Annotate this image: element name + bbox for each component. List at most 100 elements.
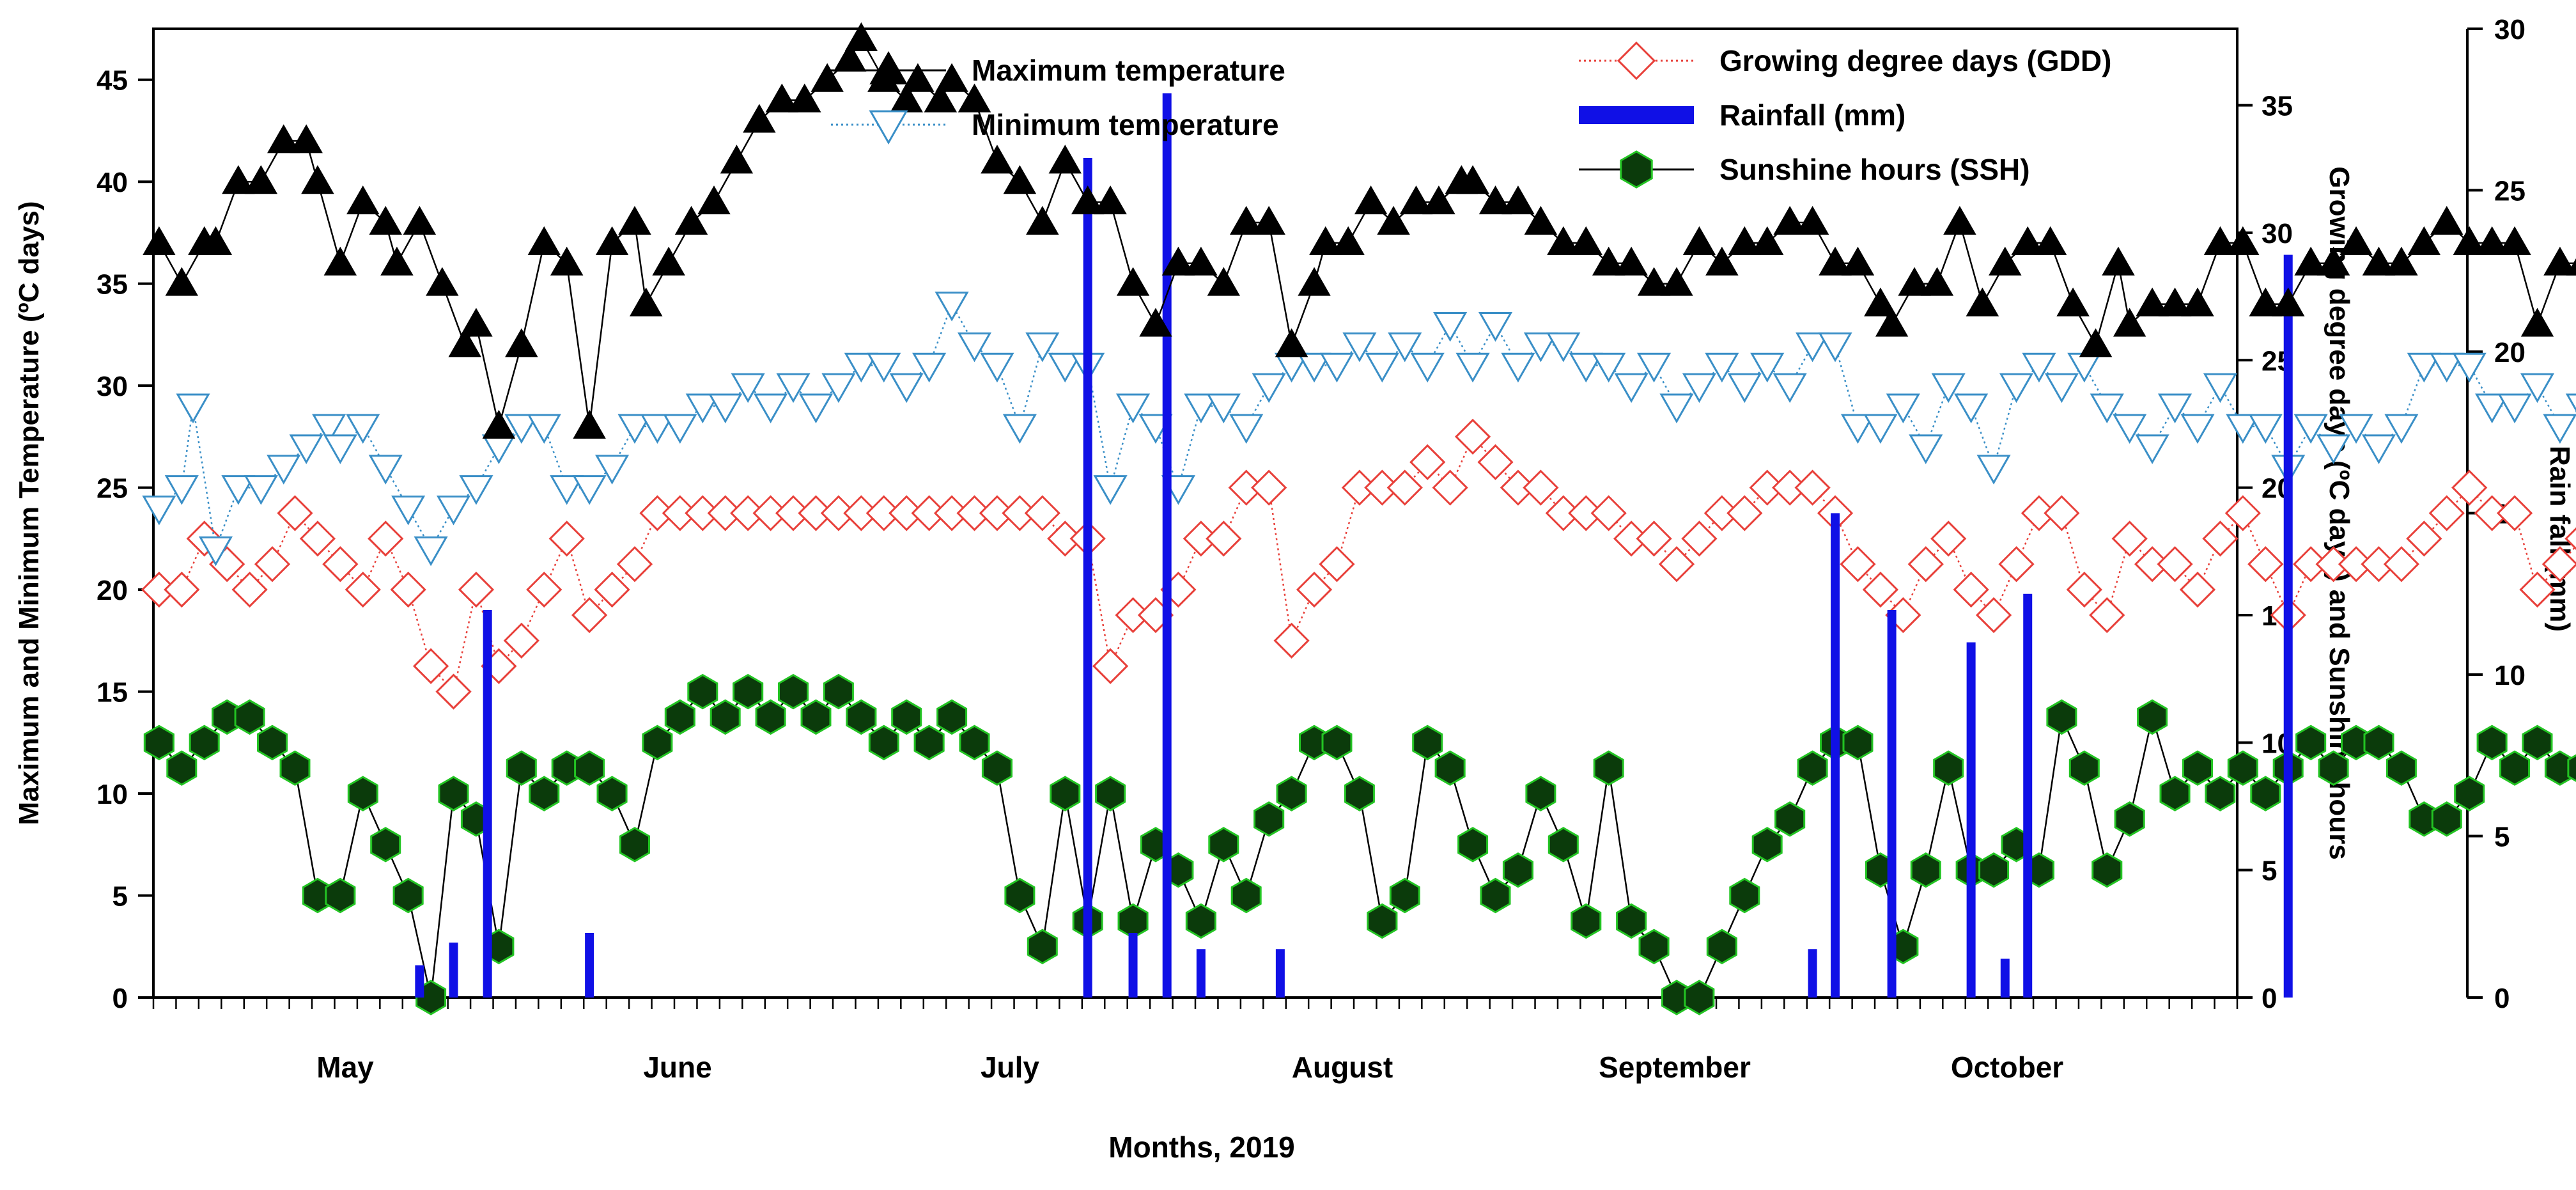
left-axis-tick-label: 25 — [97, 473, 128, 505]
data-point — [1319, 352, 1354, 383]
data-point — [1502, 852, 1533, 888]
axes-group: 0510152025303540450510152025303505101520… — [13, 14, 2575, 1164]
data-point — [1615, 246, 1648, 276]
data-point — [1909, 434, 1943, 464]
legend-label: Sunshine hours (SSH) — [1719, 153, 2030, 186]
data-point — [2227, 750, 2258, 786]
series-line — [158, 37, 2576, 427]
data-point — [1117, 903, 1149, 939]
data-point — [2250, 776, 2281, 811]
data-point — [1273, 622, 1310, 659]
data-point — [526, 571, 563, 608]
data-point — [312, 414, 346, 444]
data-point — [1319, 546, 1355, 583]
data-point — [2475, 226, 2509, 255]
rainfall-bar — [1966, 642, 1976, 998]
data-point — [1161, 246, 1195, 276]
data-point — [2113, 308, 2146, 337]
data-point — [776, 373, 811, 403]
data-point — [369, 205, 402, 235]
data-point — [1389, 877, 1420, 914]
data-point — [1048, 145, 1082, 174]
data-point — [2181, 287, 2214, 317]
series-line — [158, 690, 2576, 999]
data-point — [642, 724, 673, 761]
data-point — [2566, 258, 2576, 276]
data-point — [2079, 328, 2113, 357]
data-point — [1230, 205, 1263, 235]
data-point — [594, 571, 630, 608]
data-point — [619, 827, 650, 863]
data-point — [846, 699, 877, 735]
data-point — [2428, 495, 2465, 531]
data-point — [1184, 246, 1218, 276]
data-point — [1422, 185, 1455, 215]
data-point — [2091, 852, 2123, 888]
data-point — [412, 648, 449, 684]
legend-label: Minimum temperature — [972, 108, 1279, 141]
rainfall-bar — [585, 933, 594, 998]
data-point — [1547, 226, 1580, 255]
data-point — [199, 226, 233, 255]
data-point — [2226, 414, 2260, 444]
data-point — [548, 521, 585, 557]
data-point — [2541, 546, 2576, 583]
data-point — [527, 226, 561, 255]
data-point — [414, 536, 448, 567]
data-point — [1933, 750, 1964, 786]
data-point — [1388, 332, 1422, 363]
data-point — [2454, 776, 2485, 811]
legend-label: Rainfall (mm) — [1719, 98, 1905, 132]
data-point — [1616, 903, 1647, 939]
data-point — [1024, 495, 1060, 531]
left-axis-tick-label: 40 — [97, 167, 128, 198]
data-point — [1298, 267, 1331, 296]
data-point — [1207, 267, 1241, 296]
data-point — [1989, 246, 2022, 276]
month-label: May — [316, 1051, 374, 1084]
data-point — [1116, 267, 1150, 296]
data-point — [2068, 750, 2100, 786]
data-point — [687, 673, 718, 710]
data-point — [2430, 352, 2464, 383]
rainfall-bar — [2023, 593, 2033, 998]
data-point — [720, 145, 754, 174]
data-point — [2157, 546, 2193, 583]
data-point — [2135, 434, 2169, 464]
data-point — [1998, 546, 2035, 583]
data-point — [2089, 597, 2125, 634]
rainfall-axis-tick-label: 0 — [2494, 983, 2510, 1014]
data-point — [617, 414, 652, 444]
data-point — [2090, 393, 2124, 424]
data-point — [1636, 352, 1672, 383]
data-point — [664, 699, 695, 735]
data-point — [674, 205, 708, 235]
rainfall-bar — [1808, 949, 1817, 998]
right-axis-tick-label: 35 — [2262, 91, 2293, 122]
data-point — [743, 104, 776, 133]
data-point — [935, 63, 968, 92]
left-axis-tick-label: 45 — [97, 65, 128, 97]
legend: Maximum temperature Minimum temperature Gr… — [831, 41, 2111, 189]
data-point — [1457, 827, 1489, 863]
data-point — [529, 776, 560, 811]
data-point — [482, 409, 516, 439]
month-label: September — [1599, 1051, 1751, 1084]
data-point — [640, 414, 675, 444]
data-point — [390, 571, 426, 608]
data-point — [2180, 414, 2215, 444]
data-point — [1593, 750, 1624, 786]
data-point — [2452, 352, 2487, 383]
data-point — [1863, 414, 1898, 444]
data-point — [596, 776, 628, 811]
left-axis-tick-label: 30 — [97, 371, 128, 402]
rainfall-bar — [1162, 93, 1172, 998]
data-point — [550, 475, 584, 505]
data-point — [1185, 903, 1216, 939]
data-point — [1252, 373, 1286, 403]
data-point — [370, 827, 401, 863]
data-point — [1434, 750, 1466, 786]
data-point — [1966, 287, 1999, 317]
data-point — [1590, 495, 1627, 531]
